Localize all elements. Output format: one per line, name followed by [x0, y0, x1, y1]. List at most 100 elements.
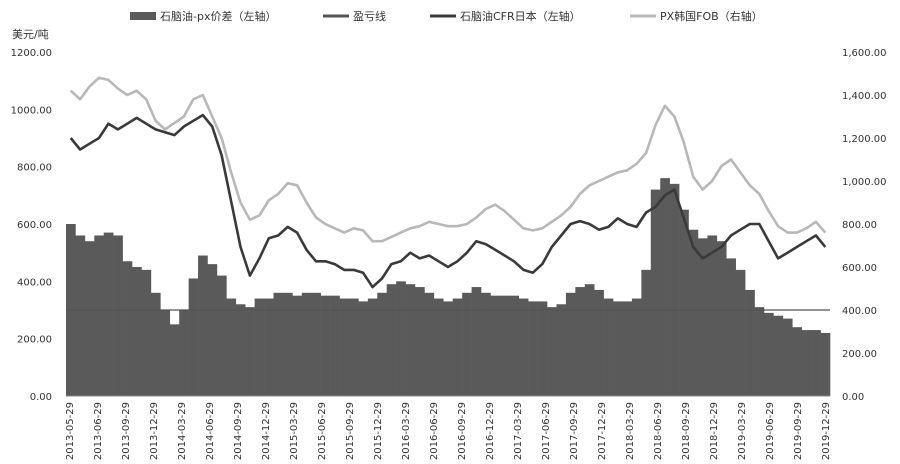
spread-bar — [188, 278, 199, 396]
legend-swatch — [130, 12, 156, 20]
x-tick-label: 2013-05-29 — [65, 402, 76, 460]
spread-bar — [320, 295, 331, 396]
spread-bar — [660, 178, 670, 396]
spread-bar — [75, 235, 86, 396]
spread-bar — [94, 235, 105, 396]
spread-bar — [622, 301, 633, 396]
spread-bar — [471, 287, 482, 396]
spread-bar — [499, 295, 510, 396]
spread-bar — [245, 307, 255, 396]
left-tick-label: 1200.00 — [11, 48, 52, 59]
spread-bar — [716, 241, 727, 396]
spread-bar — [792, 327, 803, 396]
legend-label: PX韩国FOB（右轴） — [660, 9, 763, 23]
right-tick-label: 1,000.00 — [842, 177, 887, 188]
x-tick-label: 2014-09-29 — [233, 402, 244, 460]
spread-bar — [594, 289, 604, 396]
legend-label: 盈亏线 — [353, 9, 386, 23]
left-axis-ticks: 0.00 200.00 400.00 600.00 800.00 1000.00 1200.… — [11, 48, 52, 403]
x-tick-label: 2019-06-29 — [765, 402, 776, 460]
spread-bar — [216, 275, 227, 396]
left-tick-label: 1000.00 — [11, 105, 52, 116]
right-tick-label: 400.00 — [842, 306, 877, 317]
x-tick-label: 2019-12-29 — [821, 402, 832, 460]
spread-bar — [669, 183, 680, 396]
x-tick-label: 2018-03-29 — [625, 402, 636, 460]
left-axis-unit-label: 美元/吨 — [12, 28, 49, 41]
spread-bar — [565, 292, 576, 396]
legend-label: 石脑油CFR日本（左轴） — [460, 9, 581, 23]
spread-bar — [462, 292, 472, 396]
spread-bar — [697, 238, 708, 396]
spread-bar — [132, 267, 142, 396]
spread-bar — [547, 307, 557, 396]
x-tick-label: 2018-06-29 — [653, 402, 664, 460]
spread-bar — [150, 292, 161, 396]
spread-bar — [707, 235, 718, 396]
series-lines — [66, 76, 830, 311]
spread-bar — [367, 298, 378, 396]
spread-bar — [603, 298, 614, 396]
x-axis-ticks: 2013-05-29 2013-06-29 2013-09-29 2013-12-29… — [65, 402, 832, 460]
spread-bar — [481, 292, 491, 396]
x-tick-label: 2014-03-29 — [177, 402, 188, 460]
x-tick-label: 2016-03-29 — [401, 402, 412, 460]
spread-bar — [301, 292, 312, 396]
x-tick-label: 2015-06-29 — [317, 402, 328, 460]
right-axis-ticks: 0.00 200.00 400.00 600.00 800.00 1,000.00 1,20… — [842, 48, 887, 403]
spread-bar — [103, 232, 114, 396]
spread-bar — [613, 301, 623, 396]
spread-bar — [650, 189, 661, 396]
spread-bar — [396, 281, 406, 396]
px-korea-fob-line — [69, 76, 827, 243]
spread-bar — [518, 298, 529, 396]
spread-bar — [584, 284, 595, 396]
spread-bar — [414, 287, 425, 396]
spread-bar — [358, 301, 369, 396]
spread-bar — [773, 315, 784, 396]
right-tick-label: 600.00 — [842, 263, 877, 274]
spread-bar — [509, 295, 520, 396]
x-tick-label: 2016-12-29 — [485, 402, 496, 460]
spread-bar — [443, 301, 454, 396]
spread-bar — [745, 289, 755, 396]
x-tick-label: 2016-06-29 — [429, 402, 440, 460]
spread-bar — [528, 301, 538, 396]
left-tick-label: 200.00 — [17, 335, 52, 346]
spread-bar — [339, 298, 350, 396]
spread-bar — [433, 298, 444, 396]
spread-bar — [141, 269, 152, 396]
spread-bar — [84, 241, 95, 396]
x-tick-label: 2013-09-29 — [121, 402, 132, 460]
right-tick-label: 200.00 — [842, 349, 877, 360]
x-tick-label: 2017-12-29 — [597, 402, 608, 460]
spread-bar — [292, 295, 303, 396]
spread-bar — [811, 330, 821, 396]
spread-bar — [226, 298, 237, 396]
spread-bar — [679, 209, 689, 396]
x-tick-label: 2014-06-29 — [205, 402, 216, 460]
spread-bar — [198, 255, 208, 396]
left-tick-label: 600.00 — [17, 220, 52, 231]
left-tick-label: 800.00 — [17, 163, 52, 174]
spread-bar — [377, 292, 387, 396]
spread-bar — [424, 292, 435, 396]
spread-bar — [537, 301, 548, 396]
spread-bar — [801, 330, 812, 396]
spread-bar — [311, 292, 321, 396]
spread-bar — [641, 269, 652, 396]
spread-bar — [207, 264, 218, 396]
spread-bar — [556, 304, 567, 396]
x-tick-label: 2019-09-29 — [793, 402, 804, 460]
spread-bar — [122, 261, 133, 396]
spread-bar — [452, 298, 463, 396]
spread-bar — [631, 298, 642, 396]
spread-bar — [179, 310, 189, 396]
x-tick-label: 2015-12-29 — [373, 402, 384, 460]
x-tick-label: 2016-09-29 — [457, 402, 468, 460]
x-tick-label: 2014-12-29 — [261, 402, 272, 460]
spread-bar — [235, 304, 246, 396]
right-tick-label: 1,600.00 — [842, 48, 887, 59]
x-tick-label: 2018-09-29 — [681, 402, 692, 460]
